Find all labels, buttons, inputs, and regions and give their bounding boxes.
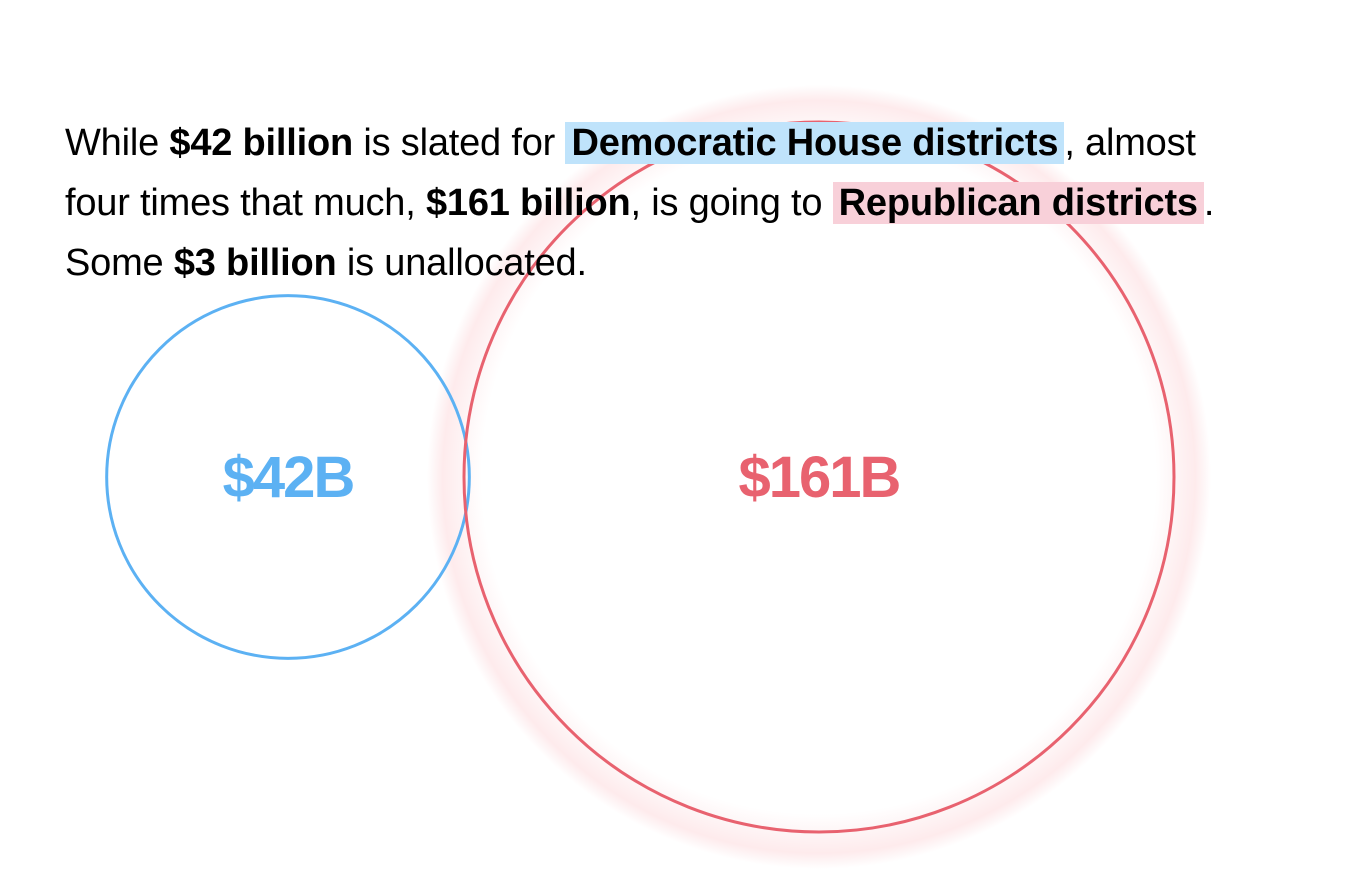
intro-text-6: . — [1203, 182, 1215, 224]
intro-text-5: , is going to — [630, 182, 833, 224]
republican-amount: $161 billion — [425, 182, 631, 224]
intro-text-7: Some — [65, 242, 174, 284]
democratic-bubble — [105, 294, 471, 660]
republican-bubble-label: $161B — [739, 445, 900, 510]
intro-text-1: While — [65, 122, 170, 164]
intro-text-8: is unallocated. — [336, 242, 587, 284]
intro-paragraph: While $42 billion is slated for Democrat… — [65, 113, 1325, 293]
republican-districts-highlight: Republican districts — [832, 182, 1204, 224]
bubbles-group: $42B $161B — [105, 120, 1176, 834]
democratic-amount: $42 billion — [169, 122, 354, 164]
unallocated-amount: $3 billion — [173, 242, 337, 284]
democratic-bubble-label: $42B — [223, 445, 354, 510]
intro-text-4: four times that much, — [65, 182, 426, 224]
intro-text-3: , almost — [1064, 122, 1196, 164]
republican-bubble-glow — [427, 85, 1211, 869]
intro-text-2: is slated for — [353, 122, 566, 164]
democratic-districts-highlight: Democratic House districts — [565, 122, 1065, 164]
